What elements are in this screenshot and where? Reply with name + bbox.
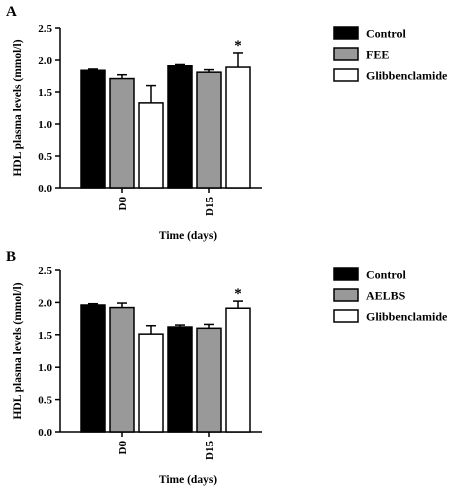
x-tick-label: D15 bbox=[204, 197, 216, 216]
bar-aelbs-d15 bbox=[196, 327, 222, 433]
legend-label: Control bbox=[366, 268, 406, 282]
significance-star: * bbox=[234, 38, 242, 54]
x-tick-label: D15 bbox=[204, 441, 216, 460]
bar-control-d0 bbox=[80, 69, 106, 189]
bar-fee-d15 bbox=[196, 71, 222, 189]
x-axis-title: Time (days) bbox=[159, 474, 217, 486]
legend-label: AELBS bbox=[366, 289, 406, 303]
bar-control-d15 bbox=[167, 65, 193, 189]
y-tick-label: 0.5 bbox=[38, 151, 52, 163]
legend-swatch-control bbox=[333, 26, 359, 40]
chart-panel-a: A 0.0 0.5 1.0 1.5 2.0 2.5 HDL plasma levels (mm… bbox=[6, 4, 448, 242]
y-tick-label: 2.5 bbox=[38, 23, 52, 35]
legend-label: Control bbox=[366, 27, 406, 41]
x-axis-title: Time (days) bbox=[159, 230, 217, 242]
y-tick-label: 1.0 bbox=[38, 362, 52, 374]
bar-fee-d0 bbox=[109, 77, 135, 189]
bar-glibbenclamide-d15 bbox=[225, 307, 251, 433]
panel-letter: B bbox=[6, 249, 16, 265]
x-tick-label: D0 bbox=[117, 441, 129, 455]
y-tick-label: 1.0 bbox=[38, 119, 52, 131]
chart-panel-b: B 0.0 0.5 1.0 1.5 2.0 2.5 HDL plasma levels (mm… bbox=[6, 249, 448, 486]
y-axis-title: HDL plasma levels (mmol/l) bbox=[12, 39, 24, 176]
bar-glibbenclamide-d0 bbox=[138, 333, 164, 433]
y-tick-label: 0.0 bbox=[38, 183, 52, 195]
bar-aelbs-d0 bbox=[109, 306, 135, 433]
x-tick-label: D0 bbox=[117, 197, 129, 211]
panel-letter: A bbox=[6, 4, 17, 20]
legend-label: FEE bbox=[366, 48, 389, 62]
significance-star: * bbox=[234, 286, 242, 302]
y-tick-label: 1.5 bbox=[38, 87, 52, 99]
legend-swatch-glibbenclamide bbox=[333, 68, 359, 82]
y-tick-label: 1.5 bbox=[38, 330, 52, 342]
legend-label: Glibbenclamide bbox=[366, 69, 448, 83]
y-tick-label: 0.5 bbox=[38, 395, 52, 407]
y-tick-label: 2.0 bbox=[38, 297, 52, 309]
legend-swatch-glibbenclamide bbox=[333, 309, 359, 323]
bar-glibbenclamide-d0 bbox=[138, 102, 164, 189]
y-tick-label: 2.0 bbox=[38, 55, 52, 67]
y-axis-title: HDL plasma levels (mmol/l) bbox=[12, 282, 24, 419]
legend-swatch-fee bbox=[333, 47, 359, 61]
bar-control-d0 bbox=[80, 304, 106, 433]
y-tick-label: 0.0 bbox=[38, 427, 52, 439]
y-tick-label: 2.5 bbox=[38, 265, 52, 277]
legend-swatch-control bbox=[333, 267, 359, 281]
bar-control-d15 bbox=[167, 326, 193, 433]
legend-label: Glibbenclamide bbox=[366, 310, 448, 324]
legend-swatch-aelbs bbox=[333, 288, 359, 302]
bar-glibbenclamide-d15 bbox=[225, 66, 251, 189]
